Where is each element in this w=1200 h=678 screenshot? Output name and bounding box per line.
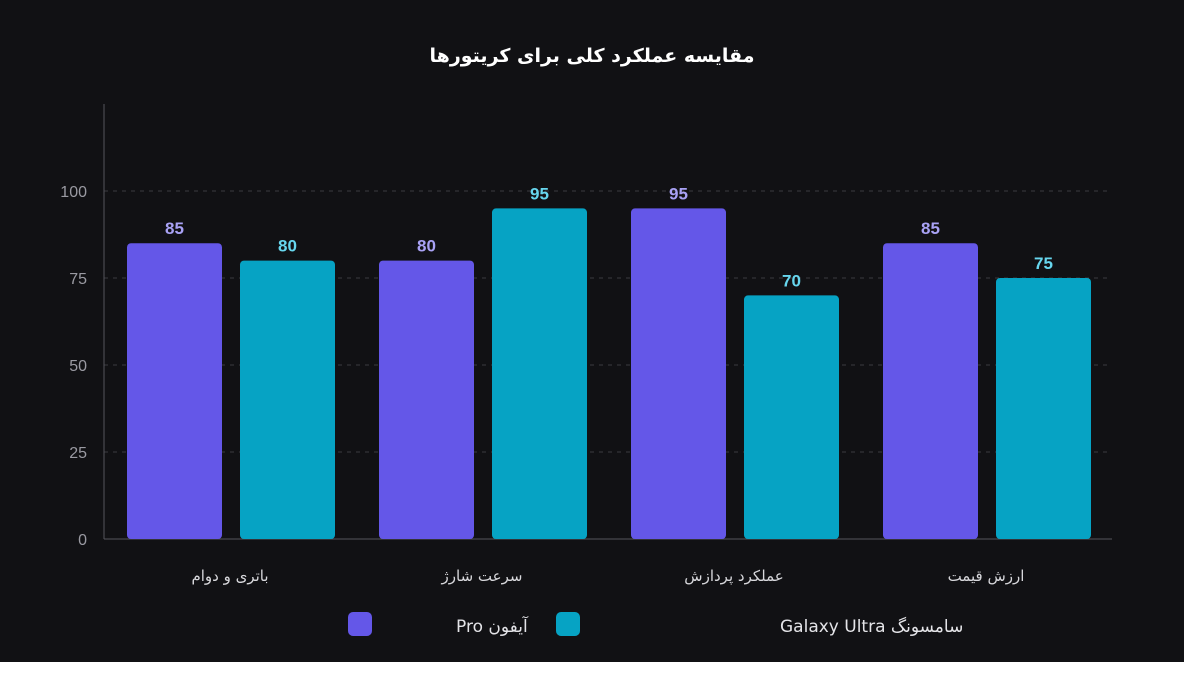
data-label: 75	[1034, 254, 1053, 273]
data-label: 80	[278, 237, 297, 256]
bar-series-1-cat-2[interactable]	[744, 295, 839, 539]
data-label: 95	[530, 184, 549, 203]
legend-swatch	[348, 612, 372, 636]
category-label: سرعت شارژ	[441, 567, 523, 585]
bar-series-0-cat-0[interactable]	[127, 243, 222, 539]
category-label: باتری و دوام	[191, 567, 268, 585]
bars	[127, 208, 1091, 539]
data-label: 85	[921, 219, 940, 238]
legend-label: آیفون Pro	[456, 615, 529, 637]
data-labels: 85 80 80 95 95 70 85 75	[165, 184, 1053, 290]
data-label: 95	[669, 184, 688, 203]
bar-series-1-cat-1[interactable]	[492, 208, 587, 539]
data-label: 70	[782, 271, 801, 290]
data-label: 85	[165, 219, 184, 238]
y-tick-label: 75	[69, 271, 87, 288]
bar-series-1-cat-3[interactable]	[996, 278, 1091, 539]
y-tick-label: 100	[60, 184, 87, 201]
bar-series-1-cat-0[interactable]	[240, 260, 335, 539]
y-tick-label: 50	[69, 358, 87, 375]
legend-swatch	[556, 612, 580, 636]
chart-title: مقایسه عملکرد کلی برای کریتورها	[430, 45, 755, 67]
legend-item-1[interactable]: سامسونگ Galaxy Ultra	[556, 612, 963, 637]
data-label: 80	[417, 237, 436, 256]
legend[interactable]: آیفون Pro سامسونگ Galaxy Ultra	[348, 612, 963, 637]
y-tick-label: 25	[69, 445, 87, 462]
category-label: ارزش قیمت	[948, 567, 1025, 585]
y-tick-labels: 0 25 50 75 100	[60, 184, 87, 549]
bar-series-0-cat-3[interactable]	[883, 243, 978, 539]
bar-chart: مقایسه عملکرد کلی برای کریتورها 0 25 50 75 1…	[60, 45, 1112, 637]
legend-item-0[interactable]: آیفون Pro	[348, 612, 529, 637]
bar-series-0-cat-2[interactable]	[631, 208, 726, 539]
y-tick-label: 0	[78, 532, 87, 549]
legend-label: سامسونگ Galaxy Ultra	[780, 616, 963, 637]
category-labels: باتری و دوام سرعت شارژ عملکرد پردازش ارزش ق…	[191, 567, 1024, 586]
chart-container: مقایسه عملکرد کلی برای کریتورها 0 25 50 75 1…	[0, 0, 1184, 662]
bar-series-0-cat-1[interactable]	[379, 260, 474, 539]
category-label: عملکرد پردازش	[684, 567, 783, 586]
